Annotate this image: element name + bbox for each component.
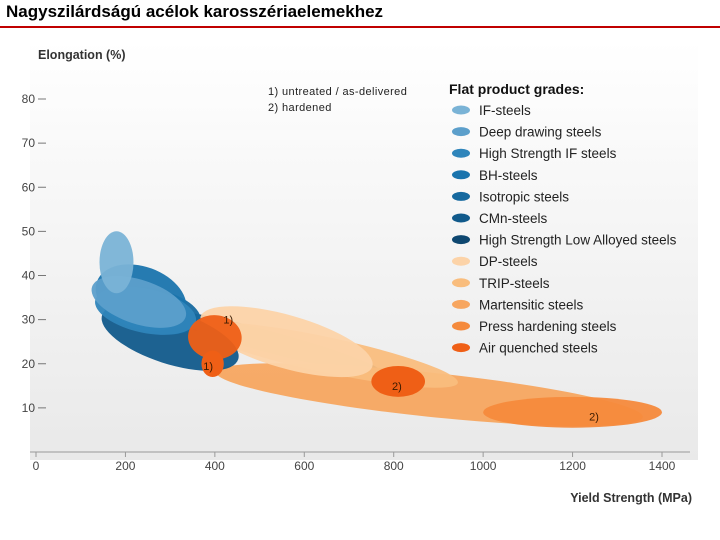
page-title: Nagyszilárdságú acélok karosszériaelemek… <box>6 2 384 21</box>
legend-label-press-hardening-steels: Press hardening steels <box>479 319 617 334</box>
region-labels-layer: 1) 1) 2) 2) <box>203 315 599 424</box>
y-tick-label-80: 80 <box>22 92 36 106</box>
legend-label-martensitic-steels: Martensitic steels <box>479 297 584 312</box>
legend-label-cmn-steels: CMn-steels <box>479 211 548 226</box>
x-tick-label-800: 800 <box>384 459 404 473</box>
region-press-hardening-steels <box>483 396 662 428</box>
x-tick-label-0: 0 <box>33 459 40 473</box>
region-label-4: 2) <box>589 412 599 424</box>
y-tick-label-10: 10 <box>22 401 36 415</box>
y-tick-label-30: 30 <box>22 313 36 327</box>
x-tick-label-200: 200 <box>115 459 135 473</box>
legend-swatch-cmn-steels <box>452 213 470 223</box>
y-tick-label-60: 60 <box>22 180 36 194</box>
region-if-steels <box>99 231 134 294</box>
y-tick-label-70: 70 <box>22 136 36 150</box>
legend-swatch-air-quenched-steels <box>452 343 470 353</box>
legend-swatch-martensitic-steels <box>452 299 470 309</box>
legend-swatch-deep-drawing-steels <box>452 127 470 137</box>
legend: IF-steels Deep drawing steels High Strengt… <box>452 103 677 356</box>
legend-label-bh-steels: BH-steels <box>479 168 538 183</box>
region-label-3: 2) <box>392 381 402 393</box>
legend-label-trip-steels: TRIP-steels <box>479 276 550 291</box>
legend-swatch-if-steels <box>452 105 470 115</box>
legend-swatch-high-strength-low-alloyed-steels <box>452 235 470 245</box>
y-tick-label-40: 40 <box>22 269 36 283</box>
x-tick-label-400: 400 <box>205 459 225 473</box>
region-dp-steels <box>200 306 373 378</box>
y-axis-label: Elongation (%) <box>38 48 126 62</box>
x-tick-label-600: 600 <box>294 459 314 473</box>
x-tick-label-1000: 1000 <box>470 459 497 473</box>
legend-swatch-isotropic-steels <box>452 191 470 201</box>
legend-label-dp-steels: DP-steels <box>479 254 538 269</box>
legend-label-if-steels: IF-steels <box>479 103 531 118</box>
y-tick-label-20: 20 <box>22 357 36 371</box>
legend-swatch-bh-steels <box>452 170 470 180</box>
region-label-2: 1) <box>203 361 213 373</box>
title-rule <box>0 26 720 28</box>
legend-label-deep-drawing-steels: Deep drawing steels <box>479 125 602 140</box>
x-tick-label-1200: 1200 <box>559 459 586 473</box>
y-tick-label-50: 50 <box>22 224 36 238</box>
region-label-1: 1) <box>223 315 233 327</box>
region-air-quenched-steels <box>188 315 242 360</box>
legend-label-high-strength-low-alloyed-steels: High Strength Low Alloyed steels <box>479 233 677 248</box>
legend-swatch-trip-steels <box>452 278 470 288</box>
legend-swatch-dp-steels <box>452 256 470 266</box>
x-tick-label-1400: 1400 <box>649 459 676 473</box>
regions-layer <box>91 231 662 428</box>
legend-label-high-strength-if-steels: High Strength IF steels <box>479 146 617 161</box>
note-hardened: 2) hardened <box>268 102 332 114</box>
legend-swatch-high-strength-if-steels <box>452 148 470 158</box>
legend-label-air-quenched-steels: Air quenched steels <box>479 341 598 356</box>
region-air-quenched-extra-1 <box>201 350 224 377</box>
legend-swatch-press-hardening-steels <box>452 321 470 331</box>
legend-label-isotropic-steels: Isotropic steels <box>479 189 569 204</box>
x-axis-label: Yield Strength (MPa) <box>570 491 692 505</box>
note-untreated: 1) untreated / as-delivered <box>268 86 407 98</box>
region-air-quenched-extra-2 <box>371 365 426 397</box>
legend-title: Flat product grades: <box>449 81 584 97</box>
